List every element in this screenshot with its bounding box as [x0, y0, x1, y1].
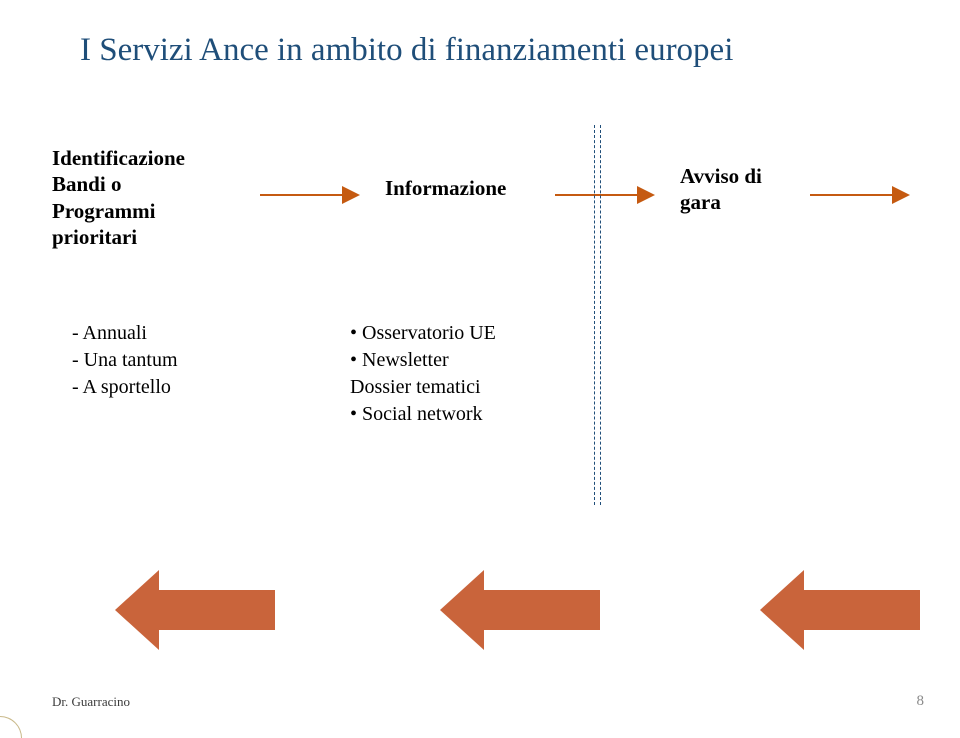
sub-mid-item: Social network — [350, 401, 496, 428]
sub-mid: Osservatorio UE Newsletter Dossier temat… — [350, 320, 496, 428]
block-identificazione: IdentificazioneBandi oProgrammiprioritar… — [52, 145, 252, 250]
sub-mid-item: Dossier tematici — [350, 374, 496, 401]
footer-author: Dr. Guarracino — [52, 694, 130, 710]
block-informazione: Informazione — [385, 175, 506, 201]
big-arrow-1 — [115, 570, 275, 650]
page-title: I Servizi Ance in ambito di finanziament… — [80, 32, 733, 69]
big-arrow-3 — [760, 570, 920, 650]
page-number: 8 — [917, 693, 925, 710]
sub-mid-item: Osservatorio UE — [350, 320, 496, 347]
sub-left-item: - A sportello — [72, 374, 178, 401]
vdash-1 — [594, 125, 595, 505]
big-arrow-2 — [440, 570, 600, 650]
vdash-2 — [600, 125, 601, 505]
sub-mid-item: Newsletter — [350, 347, 496, 374]
sub-left-item: - Annuali — [72, 320, 178, 347]
block-avviso: Avviso digara — [680, 163, 762, 216]
corner-decoration — [0, 716, 22, 738]
sub-left-item: - Una tantum — [72, 347, 178, 374]
sub-left: - Annuali - Una tantum - A sportello — [72, 320, 178, 401]
